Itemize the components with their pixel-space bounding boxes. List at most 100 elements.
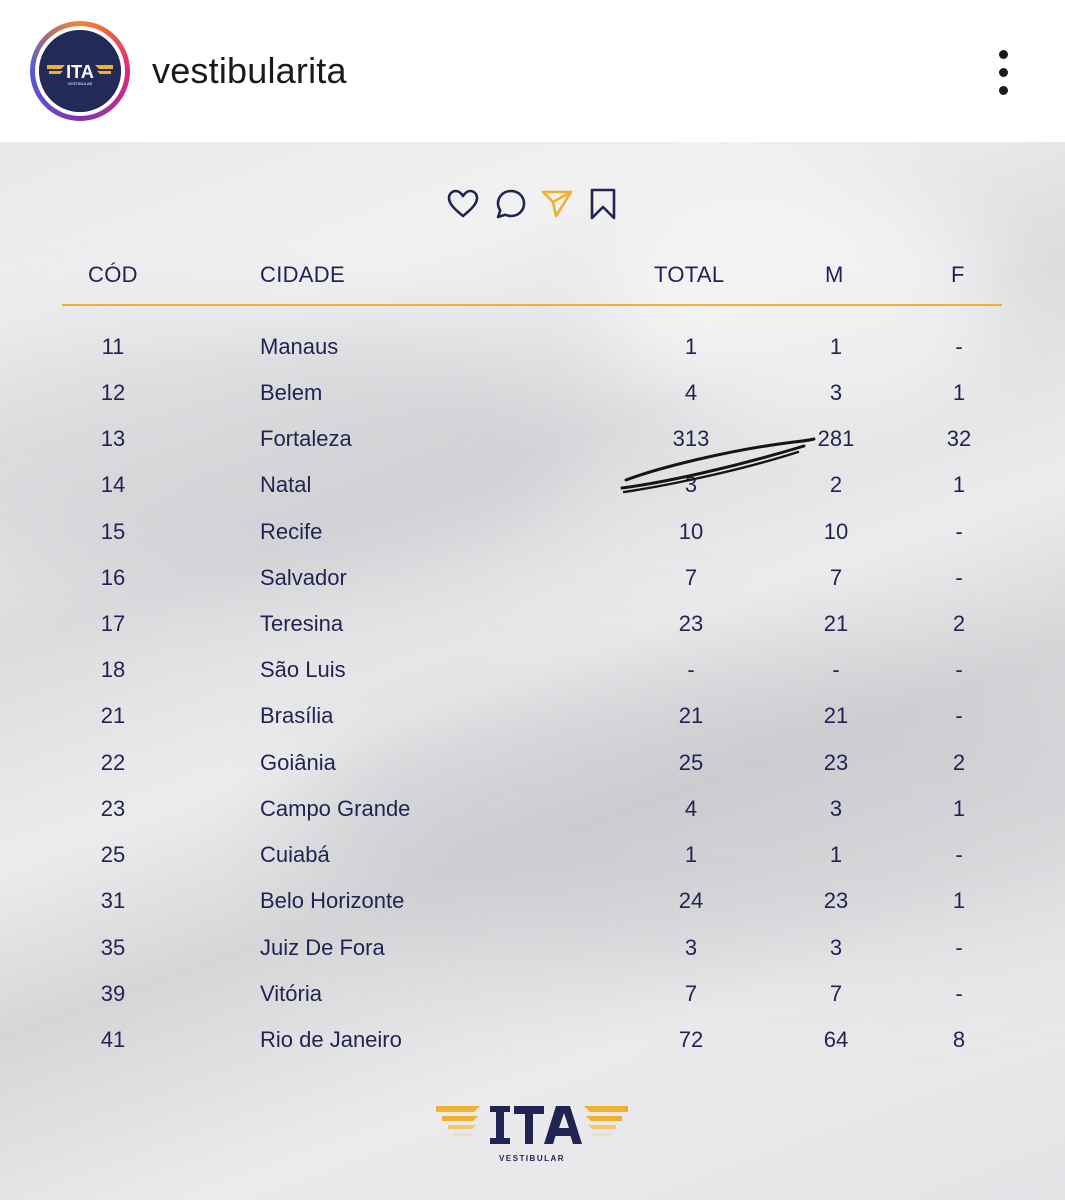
cell-cidade: Goiânia [260,750,336,775]
cell-f: 1 [952,888,966,913]
cell-m: 21 [823,611,849,636]
table-row: 11 Manaus 1 1 - [0,334,1065,366]
table-row: 22 Goiânia 25 23 2 [0,750,1065,782]
send-icon[interactable] [539,186,575,222]
avatar-story-ring[interactable]: ITA VESTIBULAR [30,21,130,121]
cell-total: 1 [684,842,698,867]
cell-cidade: São Luis [260,657,346,682]
more-options-button[interactable] [985,44,1025,100]
cell-f: 2 [952,611,966,636]
table-row: 14 Natal 3 2 1 [0,472,1065,504]
cell-f: - [955,842,963,867]
table-row: 12 Belem 4 3 1 [0,380,1065,412]
cell-f: 32 [946,426,972,451]
cell-cod: 12 [100,380,126,405]
column-header-f: F [951,262,965,287]
cell-cod: 23 [100,796,126,821]
cell-total: - [687,657,695,682]
table-row: 13 Fortaleza 313 281 32 [0,426,1065,458]
cell-f: - [955,935,963,960]
cell-f: - [955,565,963,590]
cell-f: 1 [952,796,966,821]
cell-m: 23 [823,888,849,913]
cell-f: - [955,334,963,359]
cell-m: 3 [829,935,843,960]
table-row: 35 Juiz De Fora 3 3 - [0,935,1065,967]
table-row: 18 São Luis - - - [0,657,1065,689]
cell-m: 64 [823,1027,849,1052]
cell-m: 2 [829,472,843,497]
cell-cidade: Cuiabá [260,842,330,867]
cell-f: - [955,519,963,544]
cell-cod: 13 [100,426,126,451]
cell-total: 4 [684,796,698,821]
column-header-m: M [825,262,844,287]
table-header: CÓD CIDADE TOTAL M F [0,262,1065,292]
more-vertical-icon [999,50,1008,59]
cell-cidade: Vitória [260,981,322,1006]
column-header-cidade: CIDADE [260,262,345,287]
cell-total: 7 [684,981,698,1006]
cell-m: 1 [829,842,843,867]
cell-cod: 41 [100,1027,126,1052]
cell-cod: 21 [100,703,126,728]
cell-m: 21 [823,703,849,728]
bookmark-icon[interactable] [585,186,621,222]
cell-m: 10 [823,519,849,544]
cell-m: 1 [829,334,843,359]
cell-cod: 16 [100,565,126,590]
table-row: 39 Vitória 7 7 - [0,981,1065,1013]
cell-cidade: Salvador [260,565,347,590]
header-divider [62,304,1002,306]
cell-cod: 22 [100,750,126,775]
table-row: 25 Cuiabá 1 1 - [0,842,1065,874]
cell-total: 3 [684,935,698,960]
cell-cod: 15 [100,519,126,544]
cell-f: - [955,703,963,728]
cell-m: 23 [823,750,849,775]
cell-total: 4 [684,380,698,405]
cell-total: 25 [678,750,704,775]
ita-vestibular-logo-icon: ITA VESTIBULAR [39,30,121,112]
cell-f: 2 [952,750,966,775]
cell-cod: 11 [101,334,125,359]
cell-cidade: Rio de Janeiro [260,1027,402,1052]
post-header: ITA VESTIBULAR vestibularita [0,0,1065,142]
table-row: 15 Recife 10 10 - [0,519,1065,551]
cell-f: 8 [952,1027,966,1052]
cell-total: 72 [678,1027,704,1052]
cell-cod: 31 [100,888,126,913]
svg-text:ITA: ITA [66,62,94,82]
table-row: 23 Campo Grande 4 3 1 [0,796,1065,828]
heart-icon[interactable] [445,186,481,222]
table-row: 16 Salvador 7 7 - [0,565,1065,597]
comment-icon[interactable] [493,186,529,222]
username[interactable]: vestibularita [152,50,347,91]
avatar[interactable]: ITA VESTIBULAR [39,30,121,112]
cell-cidade: Natal [260,472,312,497]
cell-total: 21 [678,703,704,728]
cell-cidade: Manaus [260,334,339,359]
post-image [0,142,1065,1200]
cell-f: 1 [952,472,966,497]
cell-cod: 25 [100,842,126,867]
cell-cidade: Recife [260,519,323,544]
column-header-cod: CÓD [88,262,138,287]
cell-cod: 17 [100,611,126,636]
cell-cod: 18 [100,657,126,682]
cell-total: 23 [678,611,704,636]
cell-m: 281 [817,426,855,451]
table-row: 17 Teresina 23 21 2 [0,611,1065,643]
cell-cidade: Belem [260,380,323,405]
logo-subtitle: VESTIBULAR [498,1154,566,1163]
cell-cidade: Juiz De Fora [260,935,385,960]
table-row: 21 Brasília 21 21 - [0,703,1065,735]
cell-f: - [955,981,963,1006]
cell-f: - [955,657,963,682]
cell-cidade: Campo Grande [260,796,411,821]
ita-vestibular-logo [436,1106,628,1144]
cell-m: 7 [829,565,843,590]
table-row: 31 Belo Horizonte 24 23 1 [0,888,1065,920]
column-header-total: TOTAL [654,262,725,287]
svg-text:VESTIBULAR: VESTIBULAR [68,81,93,86]
